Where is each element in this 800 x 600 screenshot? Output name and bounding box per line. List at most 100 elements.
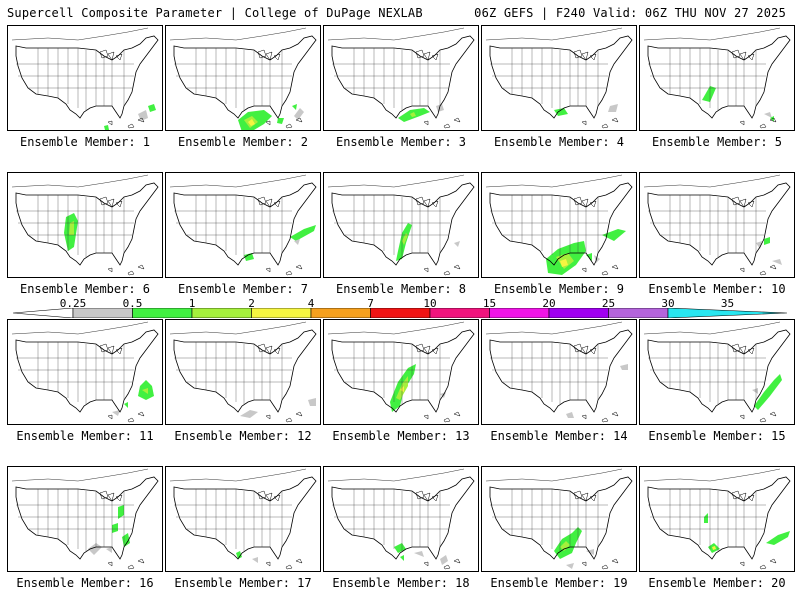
scp-contour-fill [290, 225, 316, 241]
canada-border [169, 27, 307, 41]
canada-border [485, 321, 623, 335]
island-outline [285, 564, 293, 570]
canada-border [643, 27, 781, 41]
scp-contour-fill [294, 108, 304, 120]
ensemble-map-panel [165, 319, 321, 425]
ensemble-member-label: Ensemble Member: 20 [648, 576, 786, 590]
scp-contour-fill [148, 104, 156, 112]
ensemble-member-label: Ensemble Member: 8 [335, 282, 467, 296]
great-lake [107, 51, 115, 61]
great-lake [99, 49, 109, 59]
ensemble-member-label: Ensemble Member: 6 [19, 282, 151, 296]
island-outline [137, 411, 145, 417]
valid-time-label: 06Z GEFS | F240 Valid: 06Z THU NOV 27 20… [474, 6, 786, 20]
colorbar-segment [310, 308, 371, 318]
island-outline [107, 561, 113, 567]
colorbar-tick-label: 2 [248, 297, 255, 310]
us-map [643, 321, 791, 423]
ensemble-map-panel [7, 466, 163, 572]
island-outline [295, 117, 303, 123]
great-lake [589, 200, 597, 208]
great-lake [739, 198, 747, 208]
us-map [485, 468, 633, 570]
great-lake [273, 53, 281, 61]
scp-contour-fill [560, 259, 568, 267]
scp-contour-fill [772, 259, 782, 265]
island-outline [127, 270, 135, 276]
island-outline [127, 564, 135, 570]
canada-border [11, 174, 149, 188]
island-outline [759, 270, 767, 276]
scp-contour-fill [594, 255, 600, 263]
canada-border [327, 174, 465, 188]
island-outline [453, 264, 461, 270]
island-outline [611, 264, 619, 270]
scp-contour-fill [277, 118, 284, 124]
colorbar-segment [370, 308, 431, 318]
great-lake [731, 196, 741, 206]
great-lake [257, 196, 267, 206]
island-outline [265, 120, 271, 126]
great-lake [581, 51, 589, 61]
scp-contour-fill [402, 233, 408, 245]
ensemble-map-panel [639, 25, 795, 131]
great-lake [731, 343, 741, 353]
island-outline [611, 558, 619, 564]
us-map [327, 174, 475, 276]
us-map [643, 174, 791, 276]
great-lake [747, 200, 755, 208]
colorbar-tick-label: 4 [307, 297, 315, 310]
great-lake [257, 490, 267, 500]
island-outline [295, 264, 303, 270]
us-border [331, 329, 475, 413]
scp-contour-fill [112, 410, 120, 416]
canada-border [643, 468, 781, 482]
great-lake [739, 492, 747, 502]
island-outline [443, 123, 451, 129]
us-map [169, 27, 317, 130]
great-lake [99, 490, 109, 500]
us-border [15, 182, 159, 266]
us-map [643, 27, 791, 129]
us-border [15, 329, 159, 413]
us-border [647, 35, 791, 119]
great-lake [581, 492, 589, 502]
us-map [169, 468, 317, 570]
great-lake [257, 49, 267, 59]
us-map [643, 468, 791, 570]
scp-contour-fill [252, 557, 258, 563]
island-outline [295, 558, 303, 564]
scp-contour-fill [400, 555, 404, 561]
island-outline [739, 120, 745, 126]
great-lake [115, 347, 123, 355]
island-outline [601, 270, 609, 276]
great-lake [431, 200, 439, 208]
ensemble-map-panel [639, 172, 795, 278]
island-outline [581, 561, 587, 567]
ensemble-member-label: Ensemble Member: 16 [16, 576, 154, 590]
us-map [327, 27, 475, 129]
scp-contour-fill [454, 241, 460, 247]
ensemble-member-label: Ensemble Member: 3 [335, 135, 467, 149]
colorbar-under-arrow [13, 308, 74, 318]
ensemble-member-label: Ensemble Member: 7 [177, 282, 309, 296]
colorbar-segment [489, 308, 550, 318]
great-lake [573, 49, 583, 59]
scp-contour-fill [754, 374, 782, 410]
us-border [15, 35, 159, 119]
island-outline [137, 558, 145, 564]
us-map [327, 468, 475, 570]
great-lake [423, 345, 431, 355]
island-outline [769, 411, 777, 417]
scp-contour-fill [118, 505, 124, 519]
canada-border [485, 468, 623, 482]
island-outline [769, 264, 777, 270]
scp-contour-fill [608, 104, 618, 112]
island-outline [265, 414, 271, 420]
great-lake [573, 343, 583, 353]
colorbar-tick-label: 1 [188, 297, 196, 310]
scp-contour-fill [142, 388, 148, 394]
island-outline [739, 561, 745, 567]
ensemble-map-panel [639, 319, 795, 425]
scp-contour-fill [240, 410, 258, 418]
